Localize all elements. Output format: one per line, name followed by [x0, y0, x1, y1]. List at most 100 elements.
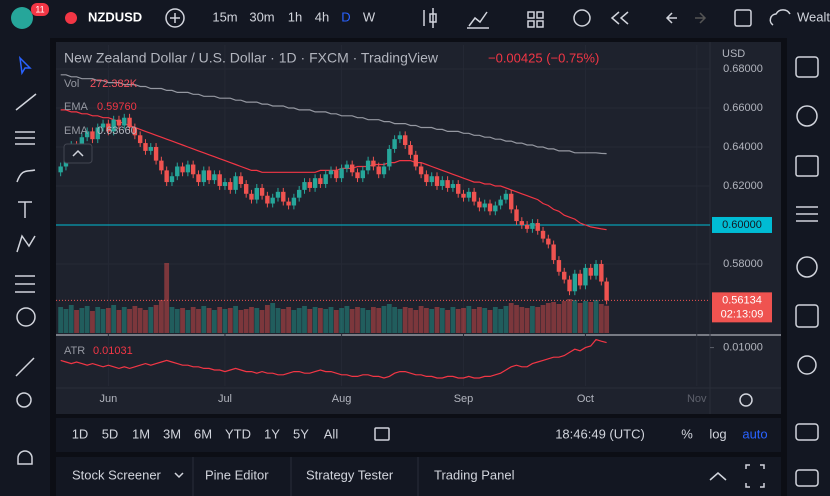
- candle-body: [546, 238, 551, 245]
- volume-bar: [153, 305, 159, 333]
- range-button[interactable]: 5Y: [293, 426, 309, 441]
- zoom-tool[interactable]: [16, 392, 32, 408]
- candle-body: [519, 221, 525, 225]
- news-icon[interactable]: [795, 155, 819, 177]
- alerts-icon[interactable]: [796, 105, 818, 127]
- collapse-panel[interactable]: [709, 472, 727, 481]
- layout-icon[interactable]: [527, 11, 544, 28]
- range-button[interactable]: All: [324, 426, 339, 441]
- screener-icon[interactable]: [796, 206, 818, 222]
- tab[interactable]: Stock Screener: [72, 467, 162, 482]
- candle-body: [429, 176, 434, 183]
- candle-body: [243, 184, 249, 194]
- candle-body: [164, 170, 169, 183]
- candle-body: [286, 201, 291, 206]
- fib-tool[interactable]: [15, 131, 35, 145]
- volume-bar: [498, 309, 504, 333]
- range-button[interactable]: 3M: [163, 426, 181, 441]
- maximize-panel[interactable]: [745, 464, 765, 488]
- volume-bar: [540, 305, 546, 333]
- magnet-tool[interactable]: [17, 450, 33, 465]
- chat-icon[interactable]: [795, 423, 819, 441]
- measure-tool[interactable]: [15, 357, 35, 377]
- interval[interactable]: 30m: [249, 9, 274, 24]
- logo[interactable]: [11, 7, 33, 29]
- y-tick-label: 0.68000: [723, 63, 763, 75]
- candle-body: [593, 263, 599, 276]
- log-toggle[interactable]: log: [709, 426, 726, 441]
- text-tool[interactable]: [18, 201, 32, 218]
- candle-body: [583, 267, 588, 286]
- currency[interactable]: USD: [722, 48, 745, 60]
- volume-bar: [259, 310, 265, 333]
- tab[interactable]: Trading Panel: [434, 467, 515, 482]
- messages-icon[interactable]: [795, 469, 819, 487]
- brush-tool[interactable]: [16, 169, 36, 183]
- watchlist-icon[interactable]: [795, 56, 819, 78]
- settings-icon[interactable]: [739, 393, 753, 407]
- volume-bar: [196, 309, 201, 333]
- range-button[interactable]: 1D: [72, 426, 89, 441]
- atr-value: 0.01031: [93, 345, 133, 357]
- candle-body: [328, 170, 334, 175]
- ema-line: [60, 74, 607, 155]
- volume-bar: [402, 307, 408, 333]
- candle-body: [312, 178, 318, 188]
- x-tick-label: Nov: [687, 393, 707, 405]
- range-button[interactable]: YTD: [225, 426, 251, 441]
- volume-bar: [302, 306, 307, 333]
- candle-body: [137, 135, 143, 144]
- trendline-tool[interactable]: [15, 93, 37, 111]
- candle-body: [567, 279, 572, 292]
- add-symbol[interactable]: [165, 8, 185, 28]
- cloud-icon: [769, 9, 791, 26]
- candle-body: [360, 170, 365, 179]
- symbol[interactable]: NZDUSD: [88, 9, 142, 24]
- undo-icon[interactable]: [665, 12, 677, 24]
- ideas-icon[interactable]: [795, 304, 819, 328]
- interval[interactable]: W: [363, 9, 376, 24]
- range-button[interactable]: 1M: [132, 426, 150, 441]
- candle-body: [471, 191, 477, 202]
- volume-bar: [143, 310, 148, 333]
- candle-body: [233, 176, 238, 190]
- account[interactable]: Wealt: [797, 9, 830, 24]
- x-tick-label: Oct: [577, 393, 594, 405]
- hotlist-icon[interactable]: [797, 355, 817, 375]
- candle-body: [381, 166, 387, 175]
- interval[interactable]: D: [341, 9, 350, 24]
- volume-bar: [392, 307, 398, 333]
- redo-icon[interactable]: [695, 12, 707, 24]
- cursor-tool[interactable]: [18, 55, 32, 76]
- pattern-tool[interactable]: [16, 234, 36, 253]
- legend-name: Vol: [64, 78, 79, 90]
- tab[interactable]: Strategy Tester: [306, 467, 394, 482]
- range-button[interactable]: 1Y: [264, 426, 280, 441]
- alert-icon[interactable]: [573, 9, 591, 27]
- collapse-legend[interactable]: [63, 143, 93, 164]
- volume-bar: [105, 308, 111, 333]
- candle-body: [450, 184, 456, 188]
- interval[interactable]: 1h: [288, 9, 302, 24]
- calendar-icon[interactable]: [796, 256, 818, 278]
- fullscreen-icon[interactable]: [734, 9, 752, 27]
- replay-icon[interactable]: [610, 11, 629, 25]
- tab[interactable]: Pine Editor: [205, 467, 269, 482]
- volume-bar: [328, 307, 334, 333]
- range-button[interactable]: 6M: [194, 426, 212, 441]
- percent-toggle[interactable]: %: [681, 426, 693, 441]
- indicators-icon[interactable]: [467, 11, 489, 29]
- auto-toggle[interactable]: auto: [742, 426, 767, 441]
- candle-body: [180, 166, 185, 173]
- prediction-tool[interactable]: [15, 275, 35, 293]
- date-range-icon[interactable]: [374, 427, 390, 441]
- volume-bar: [381, 306, 387, 333]
- interval[interactable]: 4h: [315, 9, 329, 24]
- interval[interactable]: 15m: [212, 9, 237, 24]
- chart-type-icon[interactable]: [423, 8, 437, 28]
- icon-tool[interactable]: [16, 307, 36, 327]
- candle-body: [222, 182, 228, 186]
- atr-line: [60, 338, 607, 379]
- range-button[interactable]: 5D: [102, 426, 119, 441]
